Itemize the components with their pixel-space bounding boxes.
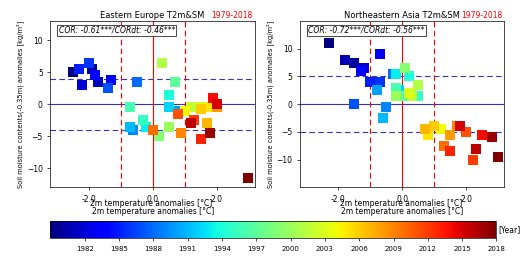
Point [196, 105, 205, 110]
Point [165, 124, 173, 129]
Point [462, 130, 470, 134]
Point [132, 80, 141, 84]
Y-axis label: Soil moisture contents(-0.35m) anomalies [kg/m²]: Soil moisture contents(-0.35m) anomalies… [16, 20, 24, 188]
Y-axis label: Soil moisture contents(-0.35m) anomalies [kg/m²]: Soil moisture contents(-0.35m) anomalies… [266, 20, 273, 188]
Point [456, 124, 464, 128]
Point [68, 70, 77, 74]
Point [405, 91, 413, 95]
Point [165, 105, 173, 110]
Point [408, 91, 416, 95]
Point [468, 157, 477, 162]
Point [424, 133, 432, 137]
Point [171, 80, 179, 84]
Point [129, 128, 138, 132]
Point [187, 121, 195, 125]
Point [446, 133, 455, 137]
Point [356, 69, 365, 73]
Point [244, 176, 253, 180]
Point [174, 112, 183, 116]
Point [478, 133, 486, 137]
Point [395, 88, 403, 92]
Point [472, 146, 480, 151]
Text: 2m temperature anomalies [°C]: 2m temperature anomalies [°C] [90, 199, 212, 208]
Point [430, 124, 439, 128]
Point [391, 85, 400, 90]
Point [78, 83, 87, 87]
Point [375, 52, 384, 56]
Point [379, 116, 387, 120]
Point [196, 137, 205, 141]
Point [142, 124, 150, 129]
Text: [Year]: [Year] [499, 225, 521, 234]
Text: COR: -0.61***/CORdt: -0.46***: COR: -0.61***/CORdt: -0.46*** [58, 26, 175, 35]
Point [398, 94, 406, 98]
X-axis label: 2m temperature anomalies [°C]: 2m temperature anomalies [°C] [341, 207, 464, 216]
Point [350, 102, 358, 106]
Point [174, 108, 183, 113]
Point [104, 86, 112, 90]
Point [391, 72, 400, 76]
Title: Northeastern Asia T2m&SM: Northeastern Asia T2m&SM [344, 11, 460, 20]
Point [440, 144, 448, 148]
Point [107, 78, 115, 82]
Point [158, 61, 167, 65]
Point [75, 67, 83, 71]
Point [181, 108, 189, 113]
Point [366, 80, 374, 84]
Point [359, 66, 368, 70]
Point [340, 58, 349, 62]
Point [324, 41, 333, 45]
Point [84, 61, 93, 65]
Point [421, 127, 429, 131]
Point [408, 94, 416, 98]
Point [206, 131, 215, 135]
Point [190, 118, 199, 122]
Point [414, 83, 423, 87]
Point [206, 105, 215, 110]
Point [209, 96, 218, 100]
Text: 1979-2018: 1979-2018 [211, 11, 253, 20]
Point [212, 105, 221, 110]
Point [487, 135, 496, 140]
X-axis label: 2m temperature anomalies [°C]: 2m temperature anomalies [°C] [91, 207, 214, 216]
Text: COR: -0.72***/CORdt: -0.56***: COR: -0.72***/CORdt: -0.56*** [308, 26, 425, 35]
Point [196, 107, 205, 111]
Point [212, 102, 221, 106]
Point [126, 124, 134, 129]
Point [203, 121, 211, 125]
Point [148, 128, 157, 132]
Point [446, 149, 455, 153]
Text: 2m temperature anomalies [°C]: 2m temperature anomalies [°C] [340, 199, 462, 208]
Point [165, 92, 173, 97]
Point [174, 112, 183, 116]
Text: 1979-2018: 1979-2018 [461, 11, 502, 20]
Point [350, 61, 358, 65]
Point [452, 124, 461, 128]
Point [94, 80, 102, 84]
Point [187, 105, 195, 110]
Title: Eastern Europe T2m&SM: Eastern Europe T2m&SM [100, 11, 205, 20]
Point [388, 72, 397, 76]
Point [391, 94, 400, 98]
Point [88, 67, 96, 71]
Point [375, 80, 384, 84]
Point [177, 131, 186, 135]
Point [382, 105, 390, 109]
Point [155, 134, 164, 138]
Point [139, 118, 147, 122]
Point [405, 74, 413, 79]
Point [414, 94, 423, 98]
Point [494, 155, 502, 159]
Point [372, 88, 381, 92]
Point [126, 105, 134, 110]
Point [91, 73, 99, 78]
Point [436, 127, 445, 131]
Point [401, 66, 410, 70]
